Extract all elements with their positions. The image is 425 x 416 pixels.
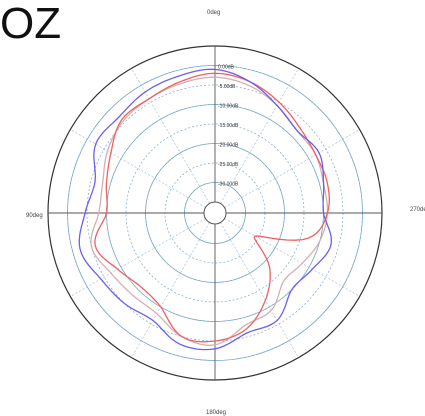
grid-spoke <box>132 68 210 203</box>
radial-tick-label: 0.00dB <box>218 65 235 71</box>
radial-tick-label: -10.00dB <box>218 104 239 110</box>
grid-spoke <box>225 219 360 297</box>
angle-tick-label: 180deg <box>206 410 226 416</box>
radial-tick-label: -20.00dB <box>218 143 239 149</box>
angle-tick-label: 0deg <box>207 10 220 16</box>
radial-tick-label: -5.00dB <box>218 84 236 90</box>
angle-tick-label: 270de <box>410 207 425 213</box>
center-hole <box>204 202 226 224</box>
radial-tick-label: -25.00dB <box>218 162 239 168</box>
radial-tick-label: -30.00dB <box>218 182 239 188</box>
grid-spoke <box>225 130 360 208</box>
radial-tick-label: -15.00dB <box>218 123 239 129</box>
angle-tick-label: 90deg <box>26 213 43 219</box>
